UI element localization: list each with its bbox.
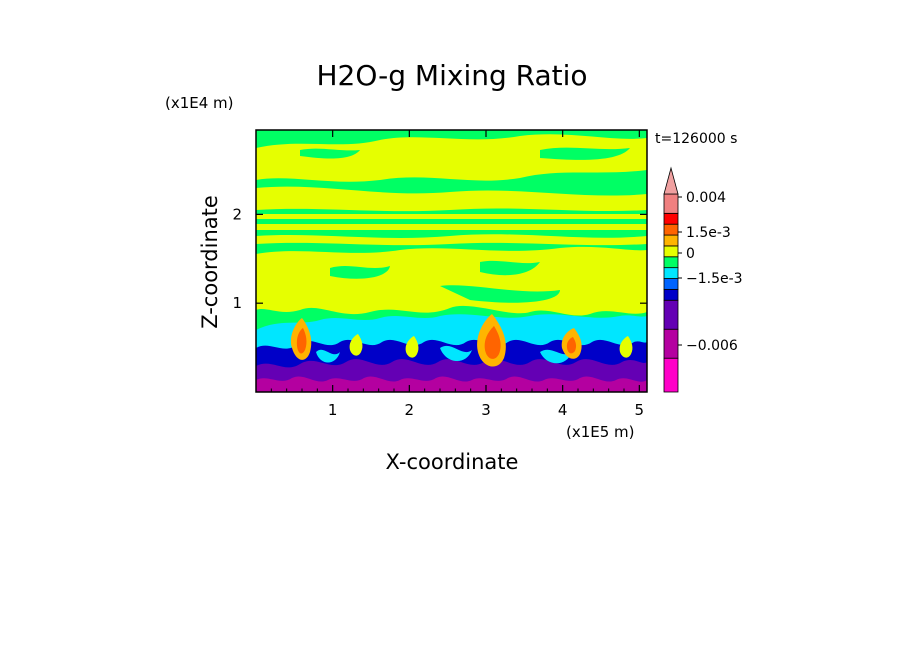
colorbar-label: −0.006	[686, 338, 738, 354]
x-unit-label: (x1E5 m)	[566, 423, 635, 441]
field-plume	[619, 336, 633, 358]
field-plume	[484, 326, 501, 359]
field-patch	[540, 147, 630, 160]
colorbar-segment	[663, 357, 679, 393]
x-axis-label: X-coordinate	[386, 450, 519, 474]
field-plume	[296, 328, 307, 354]
x-tick-label: 3	[481, 401, 491, 419]
tick-labels: 1 2 3 4 5 1 2	[232, 205, 644, 419]
chart-title: H2O-g Mixing Ratio	[316, 59, 587, 92]
field-patch	[256, 246, 647, 316]
colorbar-segment	[663, 212, 679, 225]
colorbar: 0.004 1.5e-3 0 −1.5e-3 −0.006	[663, 166, 743, 393]
colorbar-extension	[663, 166, 679, 195]
field-plume	[405, 336, 419, 358]
field-patch	[256, 186, 647, 212]
colorbar-label: 0	[686, 246, 695, 262]
field-patch	[256, 376, 647, 392]
colorbar-segment	[663, 288, 679, 301]
field-patch	[256, 134, 647, 182]
field-patch	[316, 349, 340, 363]
field-band	[256, 224, 647, 230]
field-patch	[256, 234, 647, 246]
field-patch	[540, 349, 572, 364]
y-tick-label: 1	[232, 294, 242, 312]
colorbar-label: −1.5e-3	[686, 271, 743, 287]
time-label: t=126000 s	[655, 131, 737, 147]
field-plume	[349, 334, 363, 356]
colorbar-label: 0.004	[686, 190, 726, 206]
y-axis-label: Z-coordinate	[198, 195, 222, 329]
x-tick-label: 5	[635, 401, 645, 419]
contour-field	[256, 130, 647, 392]
y-unit-label: (x1E4 m)	[165, 94, 234, 112]
field-patch	[440, 345, 472, 362]
x-tick-label: 2	[405, 401, 415, 419]
colorbar-segment	[663, 193, 679, 214]
colorbar-segment	[663, 245, 679, 258]
field-patch	[440, 285, 560, 303]
x-tick-label: 4	[558, 401, 568, 419]
colorbar-segment	[663, 256, 679, 269]
axis-ticks	[256, 130, 647, 392]
colorbar-segment	[663, 223, 679, 236]
colorbar-label: 1.5e-3	[686, 225, 731, 241]
field-plume	[566, 337, 577, 354]
field-patch	[300, 148, 360, 159]
field-patch	[330, 266, 390, 279]
colorbar-segment	[663, 278, 679, 290]
colorbar-segment	[663, 234, 679, 247]
y-tick-label: 2	[232, 205, 242, 223]
x-tick-label: 1	[328, 401, 338, 419]
colorbar-segment	[663, 299, 679, 330]
plot-frame	[255, 129, 648, 393]
colorbar-segment	[663, 267, 679, 279]
field-patch	[480, 260, 540, 276]
field-band	[256, 214, 647, 219]
colorbar-segment	[663, 328, 679, 359]
